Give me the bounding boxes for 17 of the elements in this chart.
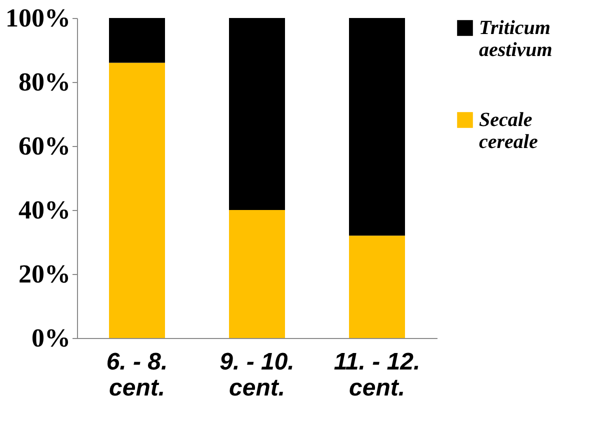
bar [109,62,165,338]
bar [229,18,285,210]
bar [109,18,165,63]
x-tick-label: 9. - 10. cent. [220,348,294,402]
bar [349,18,405,236]
y-tick-label: 40% [18,196,70,224]
legend-label: Triticum aestivum [479,17,552,61]
y-tick-label: 60% [18,132,70,160]
x-tick-label: 6. - 8. cent. [106,348,168,402]
bar [229,210,285,338]
y-tick-label: 0% [32,324,70,352]
y-tick-label: 80% [18,68,70,96]
legend-label: Secale cereale [479,109,538,153]
y-tick-label: 20% [18,260,70,288]
y-tick-label: 100% [6,4,70,32]
x-tick-label: 11. - 12. cent. [334,348,420,402]
bar [349,236,405,338]
